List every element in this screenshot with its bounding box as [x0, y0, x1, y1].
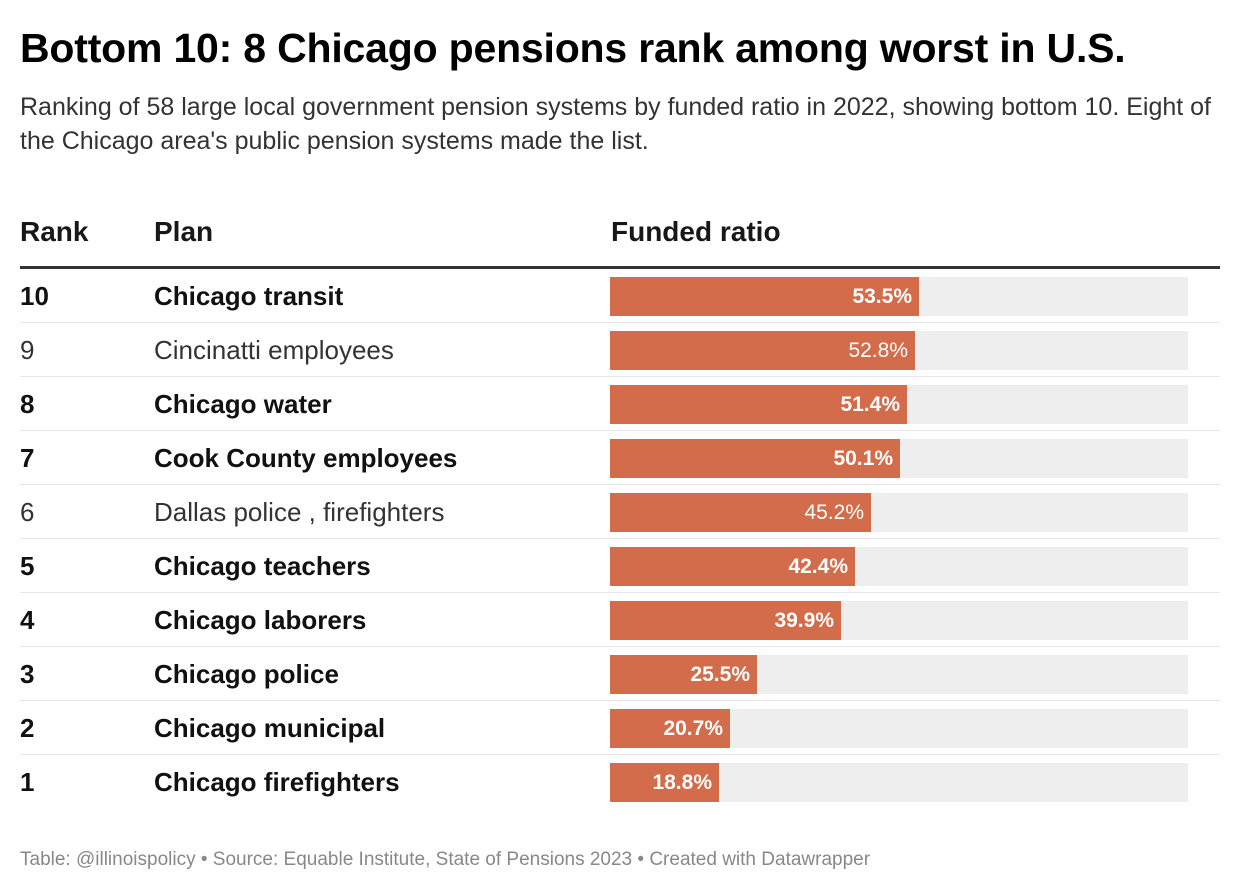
- bar-track: 39.9%: [610, 601, 1188, 640]
- plan-cell: Chicago transit: [154, 281, 344, 311]
- table-row: 4 Chicago laborers 39.9%: [20, 593, 1220, 647]
- plan-cell: Cook County employees: [154, 443, 458, 473]
- bar-track: 42.4%: [610, 547, 1188, 586]
- column-header-rank: Rank: [20, 216, 89, 247]
- bar-track: 18.8%: [610, 763, 1188, 802]
- chart-subtitle: Ranking of 58 large local government pen…: [20, 93, 1211, 155]
- bar-fill: 18.8%: [610, 763, 719, 802]
- bar-track: 20.7%: [610, 709, 1188, 748]
- bar-fill: 50.1%: [610, 439, 900, 478]
- table-row: 3 Chicago police 25.5%: [20, 647, 1220, 701]
- bar-value-label: 18.8%: [652, 771, 712, 794]
- bar-value-label: 20.7%: [663, 717, 723, 740]
- table-row: 6 Dallas police , firefighters 45.2%: [20, 485, 1220, 539]
- bar-fill: 25.5%: [610, 655, 757, 694]
- chart-title: Bottom 10: 8 Chicago pensions rank among…: [20, 25, 1126, 71]
- rank-cell: 10: [20, 281, 49, 311]
- rank-cell: 2: [20, 713, 35, 743]
- bar-track: 45.2%: [610, 493, 1188, 532]
- bar-fill: 45.2%: [610, 493, 871, 532]
- bar-value-label: 50.1%: [833, 447, 893, 470]
- table-row: 7 Cook County employees 50.1%: [20, 431, 1220, 485]
- plan-cell: Cincinatti employees: [154, 335, 394, 365]
- table-body: 10 Chicago transit 53.5% 9 Cincinatti employ…: [20, 269, 1220, 808]
- bar-fill: 20.7%: [610, 709, 730, 748]
- table-row: 5 Chicago teachers 42.4%: [20, 539, 1220, 593]
- bar-value-label: 39.9%: [774, 609, 834, 632]
- bar-value-label: 52.8%: [848, 339, 908, 362]
- rank-cell: 1: [20, 767, 35, 797]
- bar-fill: 52.8%: [610, 331, 915, 370]
- rank-cell: 5: [20, 551, 35, 581]
- bar-fill: 51.4%: [610, 385, 907, 424]
- table-row: 1 Chicago firefighters 18.8%: [20, 755, 1220, 808]
- plan-cell: Chicago laborers: [154, 605, 367, 635]
- rank-cell: 6: [20, 497, 35, 527]
- plan-cell: Dallas police , firefighters: [154, 497, 445, 527]
- rank-cell: 3: [20, 659, 35, 689]
- plan-cell: Chicago water: [154, 389, 332, 419]
- bar-value-label: 25.5%: [690, 663, 750, 686]
- plan-cell: Chicago firefighters: [154, 767, 400, 797]
- chart-footer: Table: @illinoispolicy • Source: Equable…: [20, 849, 871, 870]
- bar-value-label: 51.4%: [840, 393, 900, 416]
- plan-cell: Chicago police: [154, 659, 339, 689]
- bar-fill: 42.4%: [610, 547, 855, 586]
- bar-track: 53.5%: [610, 277, 1188, 316]
- table-row: 8 Chicago water 51.4%: [20, 377, 1220, 431]
- table-row: 2 Chicago municipal 20.7%: [20, 701, 1220, 755]
- rank-cell: 8: [20, 389, 35, 419]
- bar-track: 25.5%: [610, 655, 1188, 694]
- bar-fill: 39.9%: [610, 601, 841, 640]
- bar-fill: 53.5%: [610, 277, 919, 316]
- bar-track: 51.4%: [610, 385, 1188, 424]
- bar-value-label: 42.4%: [788, 555, 848, 578]
- table-row: 9 Cincinatti employees 52.8%: [20, 323, 1220, 377]
- column-header-plan: Plan: [154, 216, 214, 247]
- rank-cell: 7: [20, 443, 35, 473]
- rank-cell: 4: [20, 605, 35, 635]
- table-row: 10 Chicago transit 53.5%: [20, 269, 1220, 323]
- plan-cell: Chicago municipal: [154, 713, 386, 743]
- plan-cell: Chicago teachers: [154, 551, 371, 581]
- column-header-funded-ratio: Funded ratio: [611, 216, 781, 247]
- bar-track: 52.8%: [610, 331, 1188, 370]
- rank-cell: 9: [20, 335, 35, 365]
- bar-track: 50.1%: [610, 439, 1188, 478]
- bar-value-label: 53.5%: [852, 285, 912, 308]
- header-divider: [20, 266, 1220, 269]
- bar-value-label: 45.2%: [804, 501, 864, 524]
